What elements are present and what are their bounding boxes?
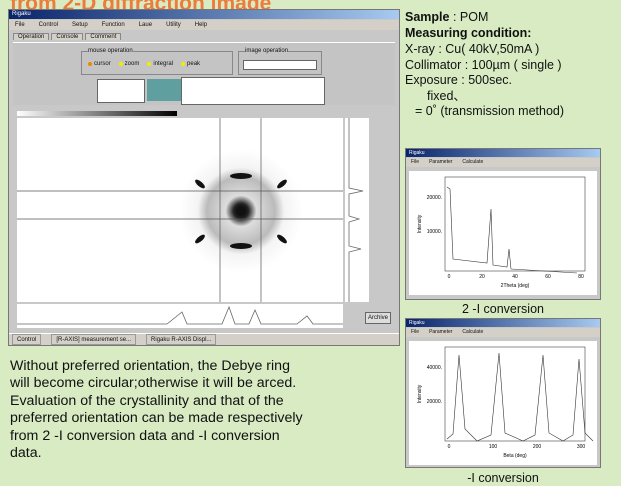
caption: 2 -I conversion bbox=[405, 302, 601, 316]
radio-dot bbox=[181, 62, 185, 66]
main-window: Rigaku File Control Setup Function Laue Utili… bbox=[8, 9, 400, 346]
condition-line: Exposure : 500sec. bbox=[405, 73, 564, 89]
menu-item[interactable]: Control bbox=[39, 20, 58, 30]
radio[interactable]: zoom bbox=[119, 61, 140, 67]
window-title: Rigaku bbox=[406, 149, 600, 157]
tab[interactable]: Comment bbox=[85, 33, 121, 40]
condition-heading: Measuring condition: bbox=[405, 26, 531, 42]
archive-button[interactable]: Archive bbox=[365, 312, 391, 324]
paragraph-line: preferred orientation can be made respec… bbox=[10, 410, 405, 427]
diffraction-image bbox=[17, 118, 343, 302]
menu-item[interactable]: File bbox=[411, 158, 419, 167]
plot: 20000. 10000. 0 20 40 60 80 2Theta (deg) Intensi… bbox=[409, 171, 597, 295]
menu-item[interactable]: Parameter bbox=[429, 328, 452, 337]
control-panel: mouse operation cursor zoom integral peak i… bbox=[13, 42, 395, 105]
menu-item[interactable]: Setup bbox=[72, 20, 88, 30]
side-profile bbox=[345, 118, 369, 302]
radio[interactable]: cursor bbox=[88, 61, 111, 67]
tab[interactable]: Console bbox=[51, 33, 83, 40]
task[interactable]: [R-AXIS] measurement se... bbox=[51, 334, 136, 345]
sample-value: : POM bbox=[453, 10, 488, 24]
y-tick-label: 10000. bbox=[427, 229, 442, 235]
menu-item[interactable]: Function bbox=[102, 20, 125, 30]
radio-label: peak bbox=[187, 61, 200, 67]
menu-bar: File Control Setup Function Laue Utility Help bbox=[9, 20, 399, 30]
plot: 40000. 20000. 0 100 200 300 Beta (deg) Intensit… bbox=[409, 341, 597, 465]
x-tick-label: 20 bbox=[479, 274, 485, 280]
mouse-group: mouse operation cursor zoom integral peak bbox=[81, 51, 233, 75]
paragraph-line: will become circular;otherwise it will b… bbox=[10, 375, 405, 392]
menu-bar: File Parameter Calculate bbox=[406, 158, 600, 167]
paragraph-line: from 2 -I conversion data and -I convers… bbox=[10, 428, 405, 445]
radio-dot bbox=[119, 62, 123, 66]
x-tick-label: 0 bbox=[448, 444, 451, 450]
condition-line: Collimator : 100µm ( single ) bbox=[405, 58, 564, 74]
radio-label: cursor bbox=[94, 61, 111, 67]
x-axis-label: 2Theta (deg) bbox=[501, 283, 530, 289]
y-tick-label: 20000. bbox=[427, 195, 442, 201]
task[interactable]: Control bbox=[12, 334, 41, 345]
condition-lines: X-ray : Cu( 40kV,50mA )Collimator : 100µ… bbox=[405, 42, 564, 120]
group-label: image operation bbox=[245, 48, 288, 54]
radio-label: zoom bbox=[125, 61, 140, 67]
y-axis-label: Intensity bbox=[417, 214, 423, 233]
paragraph-line: Evaluation of the crystallinity and that… bbox=[10, 393, 405, 410]
scale-bar bbox=[17, 111, 177, 116]
sample: Sample : POM bbox=[405, 10, 488, 26]
select[interactable] bbox=[243, 60, 317, 70]
tab[interactable]: Operation bbox=[13, 33, 49, 40]
page: {"title":"from 2-D diffraction image", "… bbox=[0, 0, 621, 486]
menu-bar: File Parameter Calculate bbox=[406, 328, 600, 337]
x-tick-label: 200 bbox=[533, 444, 542, 450]
radio[interactable]: peak bbox=[181, 61, 200, 67]
condition-line: fixed、 bbox=[405, 89, 564, 105]
condition-line: = 0˚ (transmission method) bbox=[405, 104, 564, 120]
y-axis-label: Intensity bbox=[417, 384, 423, 403]
image-group: image operation bbox=[238, 51, 322, 75]
radio-dot bbox=[88, 62, 92, 66]
radio-row: cursor zoom integral peak bbox=[88, 61, 200, 67]
sample-label: Sample bbox=[405, 10, 449, 24]
menu-item[interactable]: Laue bbox=[139, 20, 152, 30]
info-box bbox=[181, 77, 325, 105]
x-tick-label: 300 bbox=[577, 444, 586, 450]
menu-item[interactable]: File bbox=[411, 328, 419, 337]
paragraph-line: data. bbox=[10, 445, 405, 462]
x-tick-label: 0 bbox=[448, 274, 451, 280]
menu-item[interactable]: Help bbox=[195, 20, 207, 30]
x-tick-label: 80 bbox=[578, 274, 584, 280]
radio[interactable]: integral bbox=[147, 61, 173, 67]
bottom-profile bbox=[17, 304, 343, 328]
paragraph: Without preferred orientation, the Debye… bbox=[10, 358, 405, 462]
x-tick-label: 40 bbox=[512, 274, 518, 280]
x-tick-label: 100 bbox=[489, 444, 498, 450]
x-tick-label: 60 bbox=[545, 274, 551, 280]
menu-item[interactable]: Calculate bbox=[462, 328, 483, 337]
task[interactable]: Rigaku R-AXIS Displ... bbox=[146, 334, 216, 345]
menu-item[interactable]: Calculate bbox=[462, 158, 483, 167]
radio-label: integral bbox=[153, 61, 173, 67]
window-title: Rigaku bbox=[406, 319, 600, 327]
paragraph-line: Without preferred orientation, the Debye… bbox=[10, 358, 405, 375]
taskbar: Control [R-AXIS] measurement se... Rigaku … bbox=[9, 333, 399, 345]
window-title: Rigaku bbox=[9, 10, 399, 19]
menu-item[interactable]: Parameter bbox=[429, 158, 452, 167]
menu-item[interactable]: Utility bbox=[166, 20, 181, 30]
caption: -I conversion bbox=[405, 471, 601, 485]
x-axis-label: Beta (deg) bbox=[503, 453, 527, 459]
menu-item[interactable]: File bbox=[15, 20, 25, 30]
condition-line: X-ray : Cu( 40kV,50mA ) bbox=[405, 42, 564, 58]
preview bbox=[97, 79, 145, 103]
group-label: mouse operation bbox=[88, 48, 133, 54]
y-tick-label: 40000. bbox=[427, 365, 442, 371]
y-tick-label: 20000. bbox=[427, 399, 442, 405]
radio-dot bbox=[147, 62, 151, 66]
